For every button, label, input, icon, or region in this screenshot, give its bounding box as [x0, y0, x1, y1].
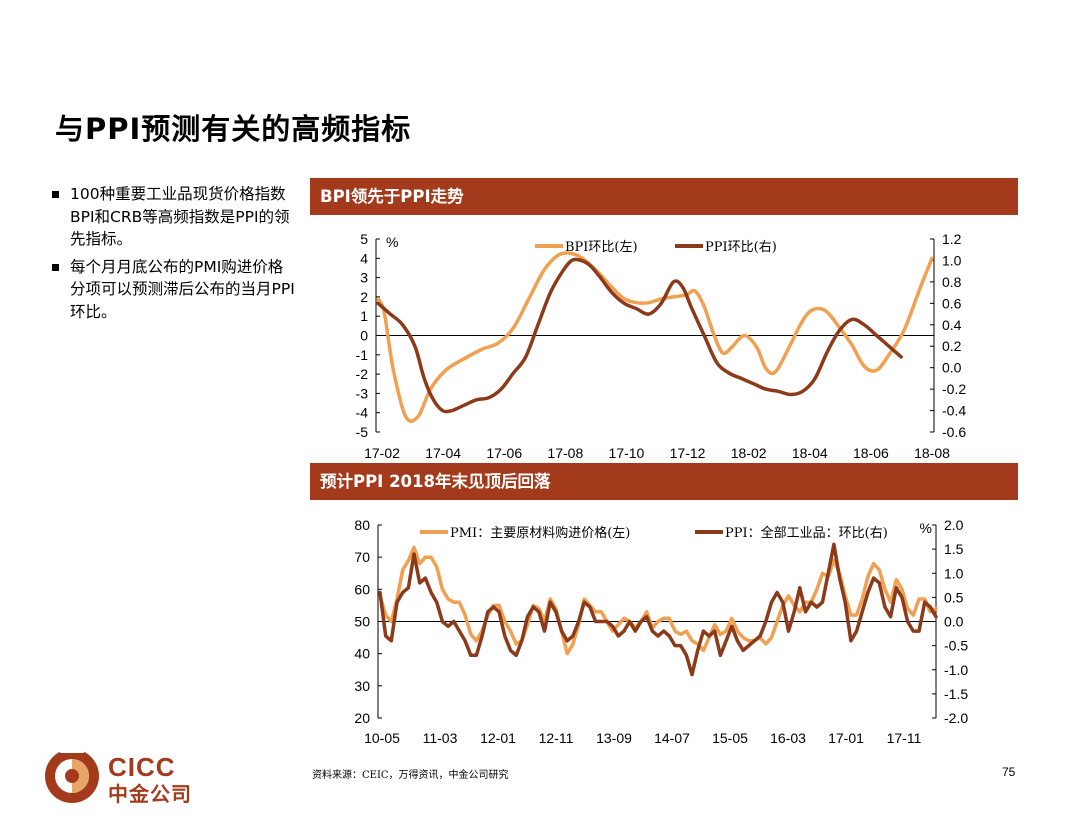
x-tick-label: 17-11 [887, 730, 922, 746]
left-tick-label: -1 [356, 347, 369, 363]
bullet-text: 100种重要工业品现货价格指数BPI和CRB等高频指数是PPI的领先指标。 [70, 185, 290, 248]
right-tick-label: 0.2 [942, 338, 962, 354]
left-tick-label: -4 [356, 405, 369, 421]
x-tick-label: 18-02 [731, 445, 767, 461]
x-tick-label: 17-02 [364, 445, 400, 461]
right-tick-label: 1.0 [944, 565, 964, 581]
right-tick-label: -0.2 [942, 381, 966, 397]
right-tick-label: 0.0 [944, 614, 964, 630]
right-tick-label: 0.4 [942, 317, 962, 333]
page-title: 与PPI预测有关的高频指标 [55, 112, 412, 146]
x-tick-label: 17-08 [547, 445, 583, 461]
left-tick-label: 50 [354, 614, 370, 630]
chart1-bpi-ppi: -5 -4 -3 -2 -1 0 1 2 3 4 5 -0.6 -0.4 -0.2 0.0 0.2 0.4 0.6… [356, 231, 967, 461]
left-tick-label: 5 [360, 231, 368, 247]
x-tick-label: 11-03 [423, 730, 458, 746]
right-tick-label: -0.4 [942, 403, 966, 419]
right-tick-label: 2.0 [944, 517, 964, 533]
right-tick-label: 0.8 [942, 274, 962, 290]
x-tick-label: 17-01 [828, 730, 864, 746]
bullet-list: 100种重要工业品现货价格指数BPI和CRB等高频指数是PPI的领先指标。 每个… [52, 183, 297, 328]
x-tick-label: 18-04 [792, 445, 828, 461]
series-line-1 [376, 251, 934, 423]
left-tick-label: 4 [360, 250, 368, 266]
right-tick-label: 0.6 [942, 295, 962, 311]
bullet-item: 100种重要工业品现货价格指数BPI和CRB等高频指数是PPI的领先指标。 [52, 183, 297, 251]
legend-label-2: PPI：全部工业品：环比(右) [725, 525, 888, 541]
right-tick-label: -0.5 [944, 638, 968, 654]
x-tick-label: 17-06 [486, 445, 522, 461]
right-tick-label: -1.0 [944, 662, 968, 678]
right-tick-label: -1.5 [944, 686, 968, 702]
x-tick-label: 17-04 [425, 445, 461, 461]
left-tick-label: 3 [360, 270, 368, 286]
left-tick-label: 70 [354, 549, 370, 565]
right-tick-label: 1.2 [942, 231, 962, 247]
x-tick-label: 12-01 [480, 730, 516, 746]
bullet-item: 每个月月底公布的PMI购进价格分项可以预测滞后公布的当月PPI环比。 [52, 256, 297, 324]
right-tick-label: 1.0 [942, 252, 962, 268]
logo-text-en: CICC [108, 752, 176, 782]
chart1-title-bar: BPI领先于PPI走势 [310, 178, 1018, 215]
page-number: 75 [1002, 765, 1016, 779]
x-tick-label: 12-11 [539, 730, 574, 746]
right-tick-label: 0.0 [942, 360, 962, 376]
left-tick-label: 30 [354, 678, 370, 694]
x-tick-label: 18-08 [914, 445, 950, 461]
left-tick-label: -5 [356, 424, 369, 440]
x-tick-label: 18-06 [853, 445, 889, 461]
right-tick-label: -2.0 [944, 710, 968, 726]
left-tick-label: 20 [354, 710, 370, 726]
series-line-2 [378, 542, 938, 677]
legend-label-1: BPI环比(左) [565, 240, 638, 255]
x-tick-label: 17-12 [670, 445, 706, 461]
x-tick-label: 17-10 [609, 445, 645, 461]
right-tick-label: 0.5 [944, 589, 964, 605]
left-tick-label: 2 [360, 289, 368, 305]
left-tick-label: 0 [360, 328, 368, 344]
bullet-square-icon [52, 263, 59, 271]
left-tick-label: -2 [356, 366, 369, 382]
bullet-text: 每个月月底公布的PMI购进价格分项可以预测滞后公布的当月PPI环比。 [70, 257, 295, 321]
right-tick-label: 1.5 [944, 541, 964, 557]
x-tick-label: 14-07 [654, 730, 690, 746]
x-tick-label: 13-09 [596, 730, 632, 746]
legend-label-2: PPI环比(右) [705, 240, 777, 255]
chart2-pmi-ppi: 20 30 40 50 60 70 80 -2.0 -1.5 -1.0 -0.5 0.0 0.5 1.0 1… [354, 517, 968, 746]
series-line-2 [376, 257, 903, 414]
left-tick-label: 60 [354, 581, 370, 597]
x-tick-label: 16-03 [770, 730, 806, 746]
chart2-title-bar: 预计PPI 2018年末见顶后回落 [310, 463, 1018, 500]
right-axis-unit: % [920, 520, 932, 536]
right-tick-label: -0.6 [942, 424, 966, 440]
source-note: 资料来源：CEIC，万得资讯，中金公司研究 [312, 770, 509, 781]
x-tick-label: 10-05 [364, 730, 400, 746]
bullet-square-icon [52, 191, 59, 198]
x-tick-label: 15-05 [712, 730, 748, 746]
legend-label-1: PMI：主要原材料购进价格(左) [450, 525, 630, 541]
left-tick-label: -3 [356, 385, 369, 401]
left-tick-label: 40 [354, 646, 370, 662]
left-tick-label: 1 [360, 308, 368, 324]
left-tick-label: 80 [354, 517, 370, 533]
cicc-logo-icon [45, 747, 99, 803]
left-axis-unit: % [386, 234, 398, 250]
logo-text-cn: 中金公司 [108, 782, 192, 806]
